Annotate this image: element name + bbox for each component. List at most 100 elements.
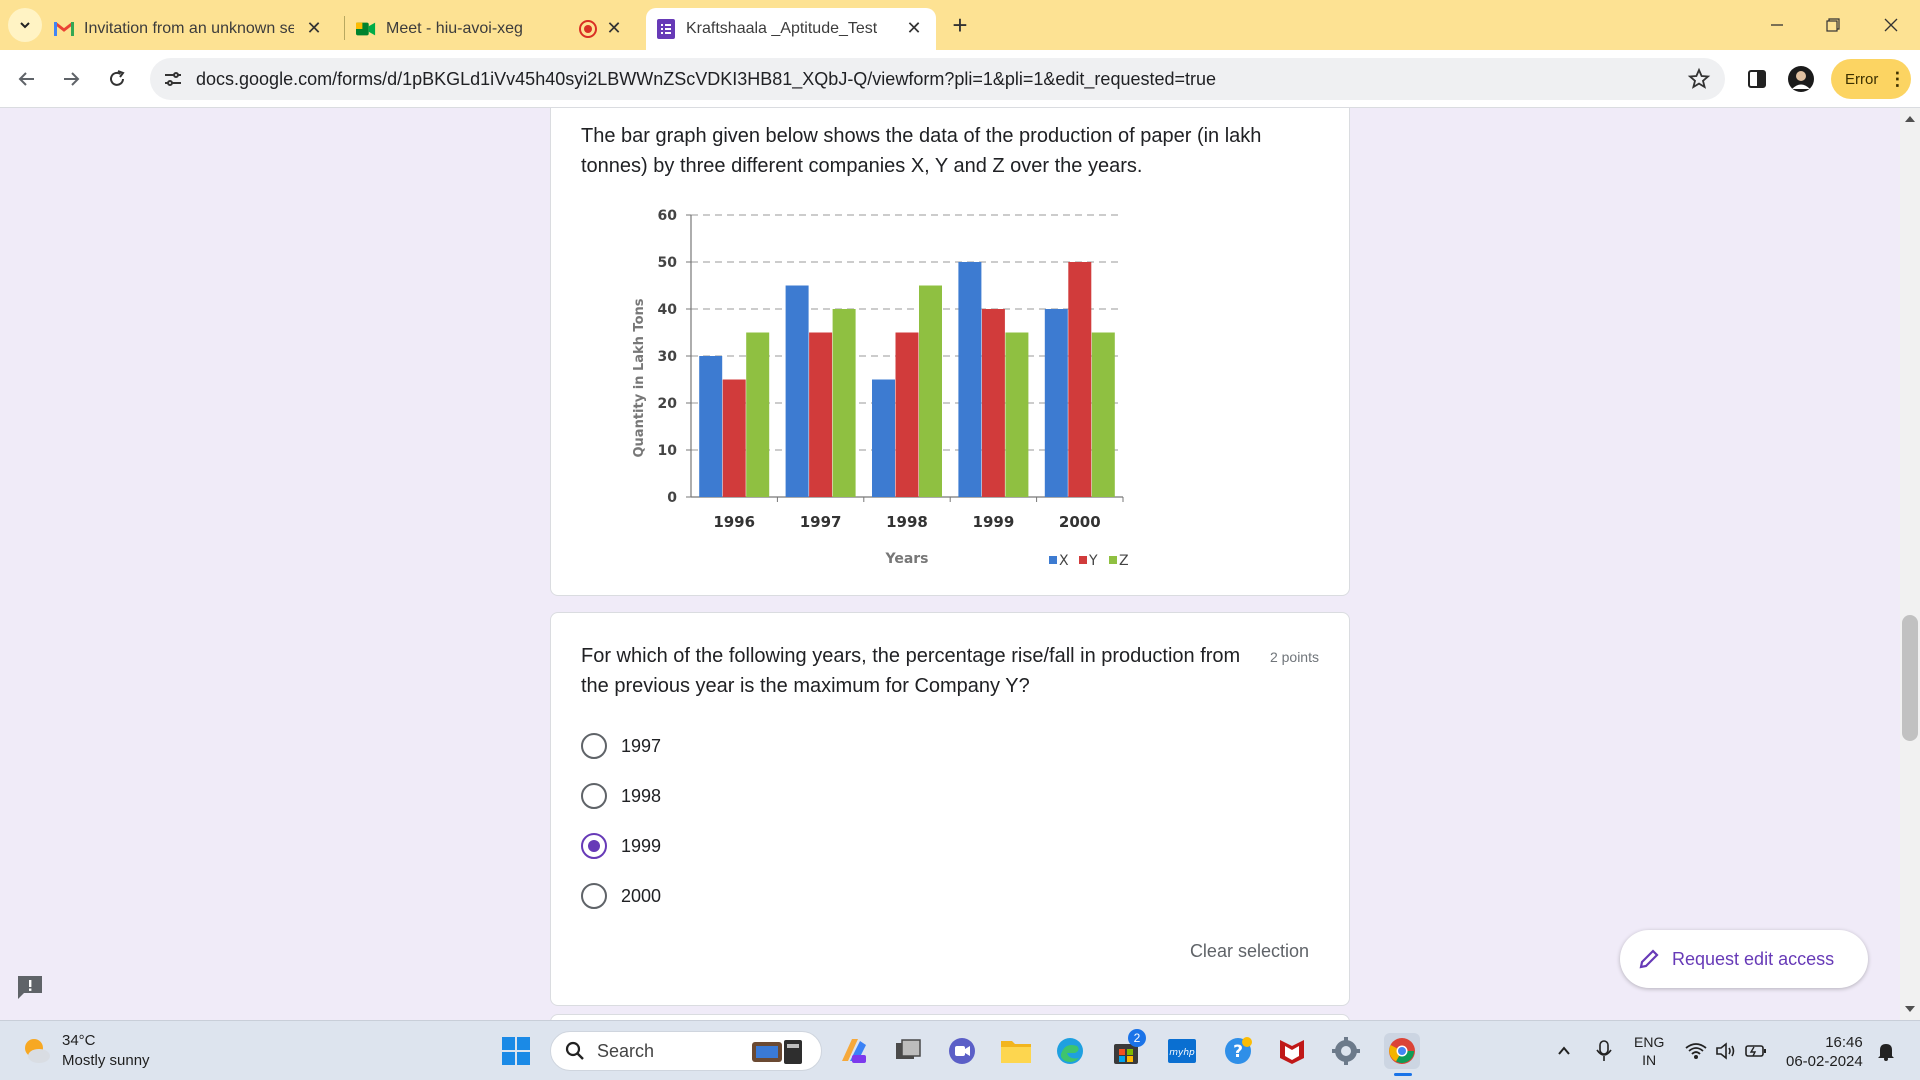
legend-swatch-z [1109, 556, 1117, 564]
weather-widget[interactable]: 34°C Mostly sunny [20, 1031, 150, 1071]
forms-icon [656, 19, 676, 39]
address-bar[interactable]: docs.google.com/forms/d/1pBKGLd1iVv45h40… [150, 58, 1725, 100]
legend-swatch-y [1079, 556, 1087, 564]
legend-label-y: Y [1088, 553, 1098, 569]
bar-x-2000 [1044, 309, 1068, 497]
file-explorer-icon[interactable] [998, 1033, 1034, 1069]
scroll-thumb[interactable] [1902, 615, 1918, 741]
tab-title: Kraftshaala _Aptitude_Test [686, 20, 878, 37]
chevron-down-icon [20, 22, 30, 29]
tab-search-button[interactable] [8, 8, 42, 42]
chrome-icon[interactable] [1384, 1033, 1420, 1069]
search-icon [565, 1041, 584, 1060]
x-tick-label: 1996 [713, 513, 755, 531]
site-info-icon[interactable] [162, 68, 184, 90]
option-1999[interactable]: 1999 [581, 833, 661, 859]
url-text[interactable]: docs.google.com/forms/d/1pBKGLd1iVv45h40… [196, 69, 1217, 89]
option-2000[interactable]: 2000 [581, 883, 661, 909]
scroll-up-arrow[interactable] [1905, 116, 1915, 122]
bar-y-1997 [809, 332, 833, 497]
search-label: Search [597, 1040, 655, 1061]
copilot-icon[interactable] [836, 1033, 872, 1069]
svg-text:myhp: myhp [1169, 1048, 1195, 1058]
close-tab-icon[interactable]: ✕ [306, 18, 322, 38]
option-1997[interactable]: 1997 [581, 733, 661, 759]
bar-z-1996 [746, 332, 770, 497]
gmail-icon [54, 19, 74, 39]
mcafee-icon[interactable] [1274, 1033, 1310, 1069]
legend-swatch-x [1049, 556, 1057, 564]
tab-forms[interactable]: Kraftshaala _Aptitude_Test ✕ [646, 8, 936, 50]
search-highlight-icon [752, 1040, 803, 1064]
reload-icon[interactable] [102, 64, 132, 94]
clock-time: 16:46 [1825, 1034, 1863, 1051]
y-tick-label: 20 [658, 396, 678, 412]
new-tab-button[interactable]: + [952, 10, 968, 40]
microphone-icon[interactable] [1586, 1033, 1622, 1069]
task-view-icon[interactable] [890, 1033, 926, 1069]
notification-bell-icon[interactable] [1868, 1033, 1904, 1069]
clear-selection-button[interactable]: Clear selection [1189, 941, 1309, 961]
close-tab-icon[interactable]: ✕ [906, 18, 922, 38]
language-code: ENG [1634, 1034, 1665, 1050]
x-tick-label: 1997 [800, 513, 842, 531]
meet-icon [356, 19, 376, 39]
bar-x-1998 [872, 379, 895, 497]
pencil-icon [1639, 949, 1659, 969]
teams-chat-icon[interactable] [944, 1033, 980, 1069]
x-axis-title: Years [884, 551, 928, 567]
scroll-down-arrow[interactable] [1905, 1006, 1915, 1012]
chevron-up-icon[interactable] [1546, 1033, 1582, 1069]
question-card: For which of the following years, the pe… [550, 612, 1350, 1006]
help-icon[interactable]: ? [1220, 1033, 1256, 1069]
volume-icon[interactable] [1708, 1033, 1744, 1069]
y-tick-label: 50 [658, 255, 678, 271]
clock-date: 06-02-2024 [1786, 1053, 1863, 1070]
tab-gmail[interactable]: Invitation from an unknown ser ✕ [54, 8, 336, 50]
input-language[interactable]: ENG IN [1634, 1033, 1664, 1069]
option-1998[interactable]: 1998 [581, 783, 661, 809]
myhp-icon[interactable]: myhp [1164, 1033, 1200, 1069]
side-panel-icon[interactable] [1742, 64, 1772, 94]
close-window-icon[interactable] [1876, 10, 1906, 40]
question-points: 2 points [1269, 649, 1319, 665]
radio-button[interactable] [581, 883, 607, 909]
close-tab-icon[interactable]: ✕ [606, 18, 622, 38]
system-clock[interactable]: 16:46 06-02-2024 [1786, 1033, 1863, 1071]
back-icon[interactable] [12, 64, 42, 94]
weather-description: Mostly sunny [62, 1052, 150, 1069]
battery-icon[interactable] [1738, 1033, 1774, 1069]
tab-separator [344, 16, 345, 40]
forward-icon[interactable] [56, 64, 86, 94]
more-vert-icon: ⋮ [1888, 68, 1907, 89]
tab-title: Meet - hiu-avoi-xeg [386, 20, 523, 37]
bookmark-star-icon[interactable] [1687, 67, 1711, 91]
page-viewport: The bar graph given below shows the data… [0, 108, 1900, 1020]
wifi-icon[interactable] [1678, 1033, 1714, 1069]
y-tick-label: 60 [658, 208, 678, 224]
description-card: The bar graph given below shows the data… [550, 108, 1350, 596]
profile-avatar[interactable] [1786, 64, 1816, 94]
request-edit-access-button[interactable]: Request edit access [1620, 930, 1868, 988]
tab-meet[interactable]: Meet - hiu-avoi-xeg ✕ [356, 8, 636, 50]
radio-button-selected[interactable] [581, 833, 607, 859]
windows-start-icon[interactable] [498, 1033, 534, 1069]
bar-chart: 0 10 20 30 40 50 60 1996 1997 1998 1999 2000 Years Qu… [632, 208, 1129, 569]
taskbar: 34°C Mostly sunny Search 2 myhp ? [0, 1020, 1920, 1080]
restore-icon[interactable] [1818, 10, 1848, 40]
microsoft-store-icon[interactable]: 2 [1108, 1029, 1146, 1069]
bar-y-1996 [722, 379, 746, 497]
option-label: 1998 [621, 785, 662, 806]
profile-error-button[interactable]: Error ⋮ [1831, 59, 1911, 99]
radio-button[interactable] [581, 733, 607, 759]
minimize-icon[interactable] [1762, 10, 1792, 40]
active-app-indicator [1394, 1073, 1412, 1076]
taskbar-search-box[interactable]: Search [550, 1031, 822, 1071]
page-scrollbar[interactable] [1900, 108, 1920, 1020]
settings-gear-icon[interactable] [1328, 1033, 1364, 1069]
feedback-icon[interactable] [16, 974, 44, 1000]
bar-y-1999 [981, 309, 1005, 497]
edge-icon[interactable] [1052, 1033, 1088, 1069]
bar-z-1997 [832, 309, 856, 497]
radio-button[interactable] [581, 783, 607, 809]
